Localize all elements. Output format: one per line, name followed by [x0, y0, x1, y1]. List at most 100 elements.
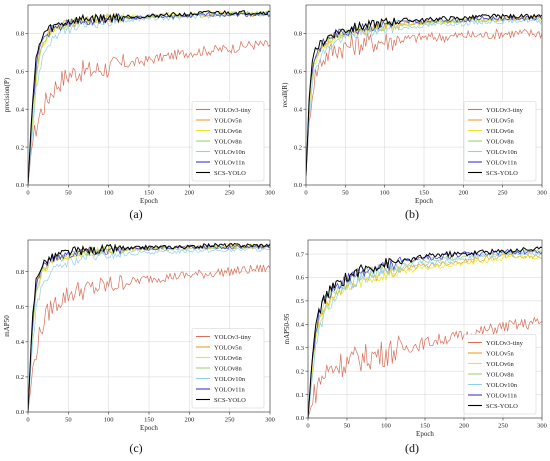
- x-tick-label: 50: [342, 190, 349, 197]
- y-tick-label: 0.1: [296, 392, 304, 399]
- x-tick-label: 200: [184, 190, 194, 197]
- x-tick-label: 150: [144, 190, 154, 197]
- series-line-yolov10n: [306, 17, 542, 176]
- x-tick-label: 200: [459, 423, 469, 430]
- x-axis-label: Epoch: [140, 197, 158, 205]
- y-tick-label: 0.6: [296, 275, 305, 282]
- series-line-yolov3-tiny: [28, 263, 270, 412]
- x-tick-label: 150: [144, 417, 154, 424]
- x-tick-label: 200: [458, 190, 468, 197]
- x-tick-label: 50: [65, 190, 72, 197]
- x-tick-label: 0: [26, 417, 29, 424]
- legend-entry: YOLOv6n: [486, 361, 515, 368]
- y-tick-label: 0.0: [296, 415, 304, 422]
- y-tick-label: 0.0: [16, 409, 24, 416]
- series-line-scs-yolo: [306, 13, 542, 176]
- series-line-scs-yolo: [28, 9, 270, 185]
- x-axis-label: Epoch: [140, 424, 158, 432]
- x-tick-label: 0: [304, 190, 307, 197]
- panel-label: (b): [405, 207, 419, 221]
- legend-entry: YOLOv10n: [214, 376, 246, 383]
- y-axis-label: mAP50: [3, 315, 11, 337]
- x-tick-label: 250: [498, 423, 508, 430]
- y-tick-label: 0.0: [16, 182, 24, 189]
- series-line-scs-yolo: [308, 246, 542, 418]
- legend-entry: YOLOv11n: [486, 159, 518, 166]
- y-tick-label: 0.2: [16, 374, 24, 381]
- legend-box: [463, 101, 537, 182]
- legend-entry: YOLOv11n: [214, 159, 246, 166]
- y-tick-label: 0.8: [16, 31, 24, 38]
- y-tick-label: 0.6: [16, 69, 25, 76]
- legend-entry: YOLOv10n: [214, 149, 246, 156]
- x-tick-label: 250: [498, 190, 508, 197]
- y-tick-label: 0.5: [296, 298, 304, 305]
- y-tick-label: 0.6: [294, 69, 303, 76]
- y-tick-label: 0.3: [296, 345, 304, 352]
- legend-entry: YOLOv3-tiny: [214, 334, 252, 341]
- legend-box: [463, 334, 537, 415]
- x-tick-label: 100: [104, 417, 114, 424]
- legend-entry: YOLOv11n: [486, 392, 518, 399]
- legend-entry: YOLOv6n: [214, 128, 243, 135]
- legend-entry: YOLOv5n: [214, 344, 243, 351]
- x-tick-label: 200: [184, 417, 194, 424]
- legend-entry: YOLOv11n: [214, 386, 246, 393]
- y-tick-label: 0.6: [16, 304, 25, 311]
- legend-entry: YOLOv3-tiny: [486, 340, 524, 347]
- legend-entry: YOLOv5n: [486, 117, 515, 124]
- chart-panel-b: 0 50 100 150 200 250 300 0.0 0.2 0.4 0.6 0.8 Epoch re…: [281, 4, 547, 221]
- legend-entry: YOLOv8n: [486, 138, 515, 145]
- legend-box: [191, 101, 265, 182]
- legend: YOLOv3-tiny YOLOv5n YOLOv6n YOLOv8n YOLOv10n…: [463, 334, 537, 415]
- legend: YOLOv3-tiny YOLOv5n YOLOv6n YOLOv8n YOLOv10n…: [191, 328, 265, 409]
- series-line-yolov5n: [308, 253, 542, 418]
- y-tick-label: 0.0: [294, 182, 302, 189]
- y-tick-label: 0.4: [16, 339, 25, 346]
- legend-entry: SCS-YOLO: [214, 170, 246, 177]
- y-tick-label: 0.2: [16, 144, 24, 151]
- panel-label: (d): [405, 441, 419, 455]
- legend-entry: SCS-YOLO: [486, 170, 518, 177]
- legend-entry: YOLOv10n: [486, 149, 518, 156]
- y-tick-label: 0.4: [296, 322, 305, 329]
- x-tick-label: 150: [420, 423, 430, 430]
- legend-box: [191, 328, 265, 409]
- x-tick-label: 150: [419, 190, 429, 197]
- legend-entry: YOLOv6n: [486, 128, 515, 135]
- legend: YOLOv3-tiny YOLOv5n YOLOv6n YOLOv8n YOLOv10n…: [191, 101, 265, 182]
- x-tick-label: 100: [104, 190, 114, 197]
- chart-panel-c: 0 50 100 150 200 250 300 0.0 0.2 0.4 0.6 0.8 Epoch mA…: [3, 239, 275, 455]
- x-axis-label: Epoch: [416, 430, 434, 438]
- series-line-yolov3-tiny: [308, 316, 542, 418]
- chart-panel-a: 0 50 100 150 200 250 300 0.0 0.2 0.4 0.6 0.8 Epoch pr…: [3, 4, 275, 221]
- x-tick-label: 100: [381, 423, 391, 430]
- legend-entry: YOLOv5n: [214, 117, 243, 124]
- chart-panel-d: 0 50 100 150 200 250 300 0.0 0.1 0.2 0.3 0.4 0.5 0.6 0…: [283, 239, 547, 455]
- y-tick-label: 0.4: [16, 106, 25, 113]
- x-tick-label: 250: [225, 190, 235, 197]
- legend-entry: YOLOv8n: [486, 371, 515, 378]
- legend-entry: YOLOv8n: [214, 365, 243, 372]
- panel-label: (a): [129, 207, 142, 221]
- legend-entry: YOLOv10n: [486, 382, 518, 389]
- y-tick-label: 0.8: [294, 31, 302, 38]
- series-line-yolov10n: [308, 250, 542, 418]
- legend-entry: YOLOv6n: [214, 355, 243, 362]
- y-axis-label: precision(P): [3, 77, 11, 112]
- legend-entry: SCS-YOLO: [214, 397, 246, 404]
- legend-entry: SCS-YOLO: [486, 403, 518, 410]
- y-axis-label: recall(R): [281, 82, 289, 108]
- y-axis-label: mAP50-95: [283, 313, 291, 344]
- x-axis-label: Epoch: [415, 197, 433, 205]
- legend-entry: YOLOv3-tiny: [486, 107, 524, 114]
- x-tick-label: 50: [65, 417, 72, 424]
- x-tick-label: 0: [306, 423, 309, 430]
- series-line-yolov3-tiny: [306, 28, 542, 176]
- y-tick-label: 0.4: [294, 106, 303, 113]
- x-tick-label: 300: [537, 190, 547, 197]
- series-line-yolov10n: [28, 247, 270, 412]
- y-tick-label: 0.8: [16, 269, 24, 276]
- y-tick-label: 0.2: [296, 368, 304, 375]
